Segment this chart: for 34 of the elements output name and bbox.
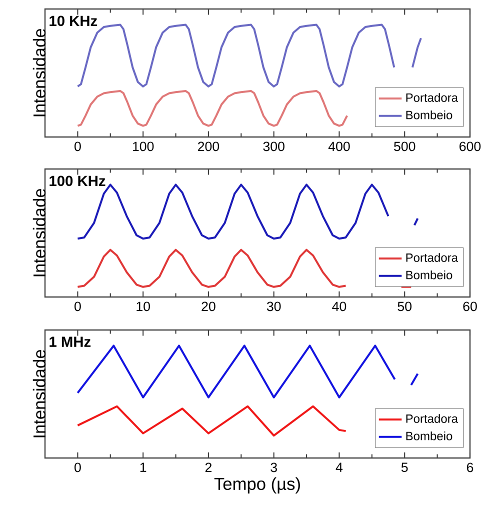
x-tick-label: 2 [205, 462, 212, 472]
x-tick-label: 1 [140, 462, 146, 472]
legend-label: Bombeio [406, 110, 452, 120]
x-tick-label: 3 [270, 462, 277, 472]
legend-label: Bombeio [406, 270, 452, 280]
x-tick-label: 20 [202, 302, 216, 312]
x-tick-label: 0 [74, 302, 81, 312]
x-tick-label: 10 [136, 302, 150, 312]
legend-label: Bombeio [406, 431, 452, 440]
x-tick-label: 100 [132, 142, 154, 152]
legend-label: Portadora [406, 93, 458, 102]
y-axis-title: Intensidade [32, 350, 46, 438]
x-tick-label: 300 [263, 142, 284, 152]
y-axis-title: Intensidade [32, 188, 46, 276]
annotation: 10 KHz [50, 16, 98, 26]
legend-label: Portadora [406, 414, 458, 423]
x-tick-label: 400 [328, 142, 350, 152]
annotation: 1 MHz [50, 336, 91, 347]
annotation: 100 KHz [50, 176, 106, 186]
legend-label: Portadora [406, 253, 458, 262]
x-tick-label: 600 [460, 142, 481, 152]
x-tick-label: 0 [74, 462, 81, 472]
x-tick-label: 60 [463, 302, 477, 312]
x-tick-label: 500 [394, 142, 416, 152]
x-tick-label: 200 [198, 142, 220, 152]
x-axis-title: Tempo (µs) [214, 477, 300, 494]
x-tick-label: 4 [336, 462, 343, 472]
x-tick-label: 40 [332, 302, 346, 312]
x-tick-label: 0 [74, 142, 81, 152]
x-tick-label: 30 [266, 302, 281, 312]
y-axis-title: Intensidade [32, 28, 46, 116]
x-tick-label: 5 [401, 462, 408, 472]
x-tick-label: 50 [398, 302, 412, 312]
x-tick-label: 6 [466, 462, 474, 472]
